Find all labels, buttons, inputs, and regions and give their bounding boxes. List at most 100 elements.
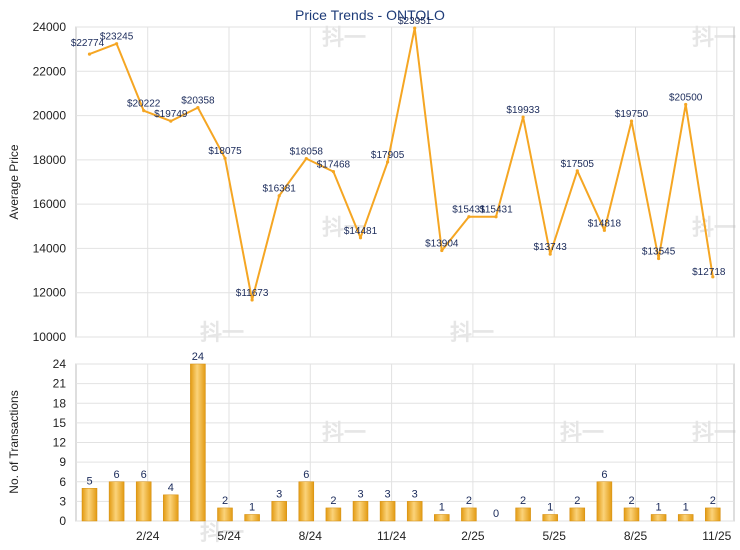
price-data-label: $17468 bbox=[317, 160, 351, 171]
transaction-bar bbox=[623, 507, 640, 522]
price-data-label: $14481 bbox=[344, 226, 378, 237]
x-tick-label: 5/24 bbox=[217, 529, 241, 543]
price-data-label: $18058 bbox=[290, 147, 324, 158]
transaction-y-tick-label: 12 bbox=[53, 436, 67, 450]
price-data-label: $19749 bbox=[154, 109, 188, 120]
transaction-count-label: 4 bbox=[168, 482, 174, 494]
price-data-label: $23245 bbox=[100, 32, 134, 43]
price-point bbox=[142, 109, 146, 113]
transaction-count-label: 1 bbox=[439, 501, 445, 513]
price-data-label: $19933 bbox=[506, 105, 540, 116]
price-point bbox=[521, 115, 525, 119]
transaction-bar bbox=[325, 507, 342, 522]
transaction-bar bbox=[190, 363, 206, 522]
transaction-count-label: 1 bbox=[683, 501, 689, 513]
price-point bbox=[304, 156, 308, 161]
price-point bbox=[602, 228, 607, 232]
watermark-text: 抖一 bbox=[692, 216, 736, 241]
price-line bbox=[89, 27, 714, 301]
x-tick-label: 2/24 bbox=[136, 529, 160, 543]
price-data-label: $23951 bbox=[398, 16, 432, 27]
x-tick-label: 5/25 bbox=[543, 529, 567, 543]
price-y-axis-title: Average Price bbox=[7, 144, 21, 219]
transaction-bar bbox=[352, 501, 369, 522]
watermark-text: 抖一 bbox=[692, 26, 736, 51]
transaction-bar bbox=[515, 507, 531, 522]
watermark-text: 抖一 bbox=[322, 216, 366, 241]
transaction-count-label: 24 bbox=[192, 351, 204, 363]
transaction-bar bbox=[569, 507, 586, 522]
transaction-y-tick-label: 18 bbox=[53, 396, 67, 410]
transactions-y-axis-title: No. of Transactions bbox=[7, 390, 21, 493]
price-data-label: $18075 bbox=[208, 146, 242, 157]
price-data-label: $20358 bbox=[181, 96, 215, 107]
transaction-bar bbox=[379, 501, 396, 522]
transaction-gridlines bbox=[76, 363, 734, 522]
watermark-text: 抖一 bbox=[200, 321, 244, 346]
x-tick-label: 2/25 bbox=[461, 529, 485, 543]
price-y-tick-label: 24000 bbox=[33, 20, 67, 34]
price-gridlines bbox=[76, 26, 734, 338]
transaction-bar bbox=[135, 481, 152, 522]
transaction-bar bbox=[244, 514, 260, 522]
transaction-count-label: 1 bbox=[547, 501, 553, 513]
price-data-label: $12718 bbox=[692, 267, 726, 278]
price-data-label: $14818 bbox=[588, 218, 622, 229]
price-line-series bbox=[87, 26, 715, 302]
price-data-label: $13743 bbox=[534, 242, 568, 253]
transaction-bar bbox=[705, 507, 721, 522]
transaction-bar bbox=[677, 514, 694, 522]
transaction-y-tick-label: 0 bbox=[59, 514, 66, 528]
price-data-label: $13545 bbox=[642, 247, 676, 258]
transaction-y-tick-label: 24 bbox=[53, 357, 67, 371]
price-y-axis: 10000 12000 14000 16000 18000 20000 22000 24000 bbox=[33, 20, 67, 344]
transaction-y-tick-label: 3 bbox=[59, 494, 66, 508]
price-point bbox=[223, 156, 227, 160]
chart-title: Price Trends - ONTOLO bbox=[295, 7, 445, 23]
price-data-label: $20500 bbox=[669, 93, 703, 104]
price-data-label: $13904 bbox=[425, 239, 459, 250]
transaction-bar bbox=[406, 501, 423, 522]
price-point bbox=[575, 169, 579, 173]
transaction-count-label: 2 bbox=[710, 495, 716, 507]
price-data-label: $16381 bbox=[263, 184, 297, 195]
transaction-count-label: 0 bbox=[493, 508, 499, 520]
price-point bbox=[196, 106, 200, 110]
transaction-bars bbox=[81, 363, 721, 522]
price-data-label: $15431 bbox=[479, 205, 513, 216]
price-point bbox=[684, 102, 688, 107]
transaction-y-tick-label: 21 bbox=[53, 377, 67, 391]
price-y-tick-label: 16000 bbox=[33, 197, 67, 211]
transaction-bar bbox=[108, 481, 125, 522]
price-point bbox=[711, 275, 715, 279]
transaction-count-label: 6 bbox=[141, 469, 147, 481]
transaction-count-label: 2 bbox=[574, 495, 580, 507]
price-y-tick-label: 20000 bbox=[33, 109, 67, 123]
transaction-bar bbox=[81, 488, 98, 522]
price-point bbox=[548, 252, 552, 256]
x-tick-label: 11/25 bbox=[702, 529, 731, 543]
watermark-text: 抖一 bbox=[450, 321, 494, 346]
transaction-y-tick-label: 15 bbox=[53, 416, 67, 430]
transaction-count-label: 6 bbox=[601, 469, 607, 481]
watermark-text: 抖一 bbox=[200, 521, 244, 546]
transaction-count-label: 5 bbox=[86, 475, 92, 487]
transaction-count-label: 3 bbox=[412, 488, 418, 500]
transaction-bar bbox=[650, 514, 667, 522]
transaction-y-tick-label: 9 bbox=[59, 455, 66, 469]
transaction-bar bbox=[461, 507, 477, 522]
price-data-label: $22774 bbox=[71, 38, 105, 49]
price-point bbox=[494, 215, 498, 219]
transaction-bar bbox=[271, 501, 287, 522]
transaction-bar bbox=[434, 514, 450, 522]
x-tick-label: 8/25 bbox=[624, 529, 648, 543]
price-point bbox=[169, 119, 173, 123]
transaction-count-label: 2 bbox=[330, 495, 336, 507]
price-point bbox=[115, 42, 119, 46]
transaction-count-label: 1 bbox=[656, 501, 662, 513]
price-data-label: $20222 bbox=[127, 99, 161, 110]
x-tick-label: 8/24 bbox=[299, 529, 323, 543]
transaction-count-label: 2 bbox=[466, 495, 472, 507]
